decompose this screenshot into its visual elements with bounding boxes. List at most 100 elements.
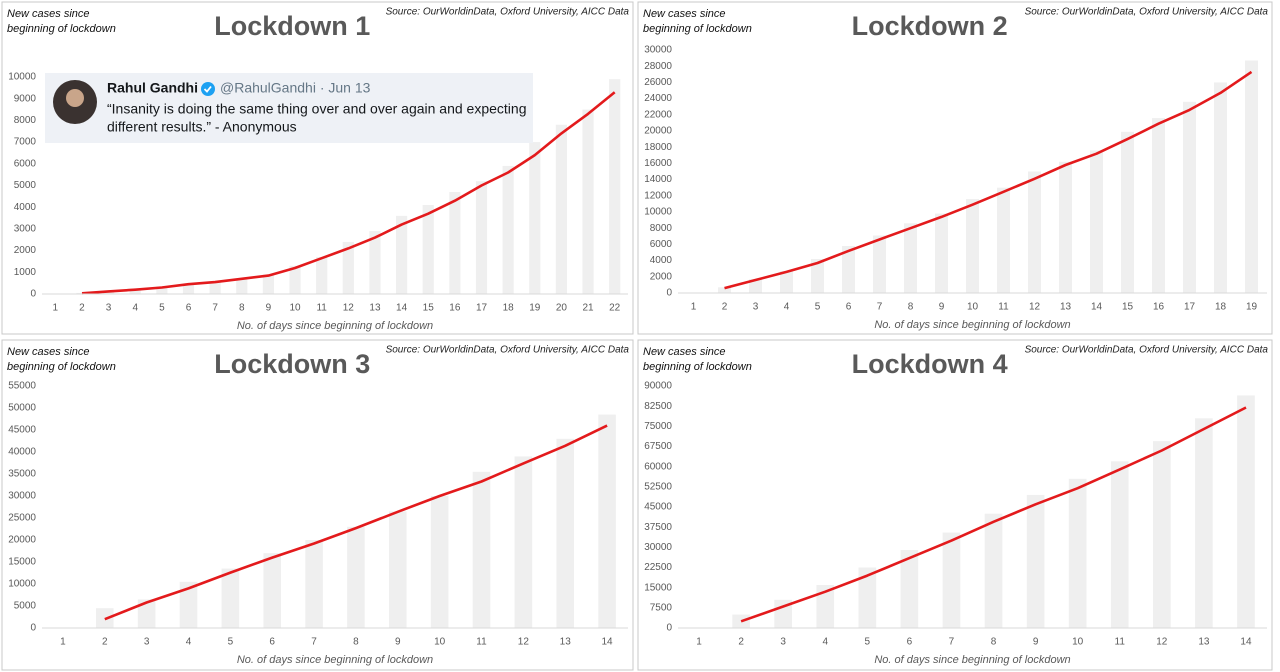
y-tick-label: 0 xyxy=(30,623,36,634)
bar xyxy=(502,165,514,294)
x-tick-label: 3 xyxy=(753,302,759,313)
bar xyxy=(209,280,221,294)
x-tick-label: 12 xyxy=(1156,637,1168,648)
x-tick-label: 4 xyxy=(132,303,138,314)
x-tick-label: 7 xyxy=(949,637,955,648)
y-tick-label: 67500 xyxy=(644,441,672,452)
x-tick-label: 9 xyxy=(939,302,945,313)
bar xyxy=(342,241,354,294)
x-tick-label: 2 xyxy=(79,303,85,314)
x-tick-label: 6 xyxy=(846,302,852,313)
x-tick-label: 13 xyxy=(369,303,381,314)
bar xyxy=(582,109,594,294)
source: Source: OurWorldinData, Oxford Universit… xyxy=(1025,7,1269,18)
trend-line xyxy=(740,406,1247,623)
tweet-author: Rahul Gandhi xyxy=(107,80,198,96)
bar xyxy=(475,181,488,294)
bar xyxy=(76,292,88,294)
y-tick-label: 18000 xyxy=(644,142,672,153)
x-tick-label: 9 xyxy=(266,303,272,314)
y-tick-label: 45000 xyxy=(644,502,672,513)
bar xyxy=(872,235,887,293)
tweet: Rahul Gandhi @RahulGandhi · Jun 13 “Insani… xyxy=(45,73,533,143)
y-axis-label: beginning of lockdown xyxy=(7,361,116,373)
bar xyxy=(609,79,621,294)
x-tick-label: 17 xyxy=(1184,302,1196,313)
trend-line xyxy=(724,70,1253,290)
x-tick-label: 16 xyxy=(449,303,461,314)
y-axis-label: beginning of lockdown xyxy=(643,361,752,373)
y-tick-label: 10000 xyxy=(8,72,36,83)
source: Source: OurWorldinData, Oxford Universit… xyxy=(386,7,630,18)
bar xyxy=(236,278,248,294)
bar xyxy=(289,265,301,294)
bar xyxy=(1110,461,1129,628)
x-tick-label: 1 xyxy=(691,302,697,313)
y-tick-label: 22500 xyxy=(644,562,672,573)
y-tick-label: 35000 xyxy=(8,469,36,480)
x-axis-label: No. of days since beginning of lockdown xyxy=(874,654,1070,666)
bar xyxy=(529,142,541,294)
x-tick-label: 3 xyxy=(144,637,150,648)
bar xyxy=(1027,171,1042,293)
x-tick-label: 16 xyxy=(1153,302,1165,313)
bar xyxy=(996,187,1011,293)
y-axis-label: beginning of lockdown xyxy=(7,23,116,35)
y-axis-label: beginning of lockdown xyxy=(643,23,752,35)
x-tick-label: 1 xyxy=(60,637,66,648)
bar xyxy=(903,223,918,293)
y-tick-label: 9000 xyxy=(14,93,37,104)
y-tick-label: 12000 xyxy=(644,190,672,201)
chart-title: Lockdown 1 xyxy=(214,11,370,41)
y-tick-label: 0 xyxy=(666,623,672,634)
x-tick-label: 5 xyxy=(228,637,234,648)
bar xyxy=(934,213,949,293)
x-tick-label: 18 xyxy=(1215,302,1227,313)
y-tick-label: 30000 xyxy=(8,491,36,502)
bar xyxy=(179,581,198,628)
x-tick-label: 21 xyxy=(582,303,594,314)
x-tick-label: 1 xyxy=(696,637,702,648)
bar xyxy=(841,246,856,293)
bar xyxy=(305,540,323,628)
y-axis-label: New cases since xyxy=(7,8,90,20)
source: Source: OurWorldinData, Oxford Universit… xyxy=(386,345,630,356)
y-tick-label: 6000 xyxy=(650,239,673,250)
y-tick-label: 4000 xyxy=(14,202,37,213)
bar xyxy=(1120,131,1135,293)
y-tick-label: 7500 xyxy=(650,602,673,613)
x-tick-label: 20 xyxy=(556,303,568,314)
bar xyxy=(717,287,732,293)
x-tick-label: 11 xyxy=(998,302,1009,313)
x-tick-label: 10 xyxy=(967,302,979,313)
y-tick-label: 50000 xyxy=(8,403,36,414)
y-tick-label: 30000 xyxy=(644,45,672,56)
x-tick-label: 9 xyxy=(395,637,401,648)
bar xyxy=(422,205,434,294)
bar xyxy=(1089,150,1104,293)
y-tick-label: 20000 xyxy=(8,535,36,546)
y-tick-label: 37500 xyxy=(644,522,672,533)
x-tick-label: 11 xyxy=(476,637,487,648)
x-tick-label: 14 xyxy=(602,637,614,648)
x-axis-label: No. of days since beginning of lockdown xyxy=(237,320,433,332)
y-tick-label: 8000 xyxy=(14,115,37,126)
y-tick-label: 0 xyxy=(30,289,36,300)
y-tick-label: 5000 xyxy=(14,180,37,191)
y-tick-label: 55000 xyxy=(8,381,36,392)
y-tick-label: 2000 xyxy=(14,245,37,256)
bar xyxy=(472,471,491,628)
y-tick-label: 60000 xyxy=(644,461,672,472)
x-tick-label: 9 xyxy=(1033,637,1039,648)
y-tick-label: 10000 xyxy=(644,207,672,218)
chart-title: Lockdown 3 xyxy=(214,349,370,379)
x-tick-label: 10 xyxy=(434,637,446,648)
x-tick-label: 12 xyxy=(1029,302,1041,313)
x-tick-label: 12 xyxy=(343,303,355,314)
y-tick-label: 82500 xyxy=(644,401,672,412)
x-tick-label: 8 xyxy=(908,302,914,313)
y-tick-label: 52500 xyxy=(644,481,672,492)
x-tick-label: 14 xyxy=(1240,637,1252,648)
x-tick-label: 15 xyxy=(1122,302,1134,313)
bar xyxy=(1068,478,1087,628)
